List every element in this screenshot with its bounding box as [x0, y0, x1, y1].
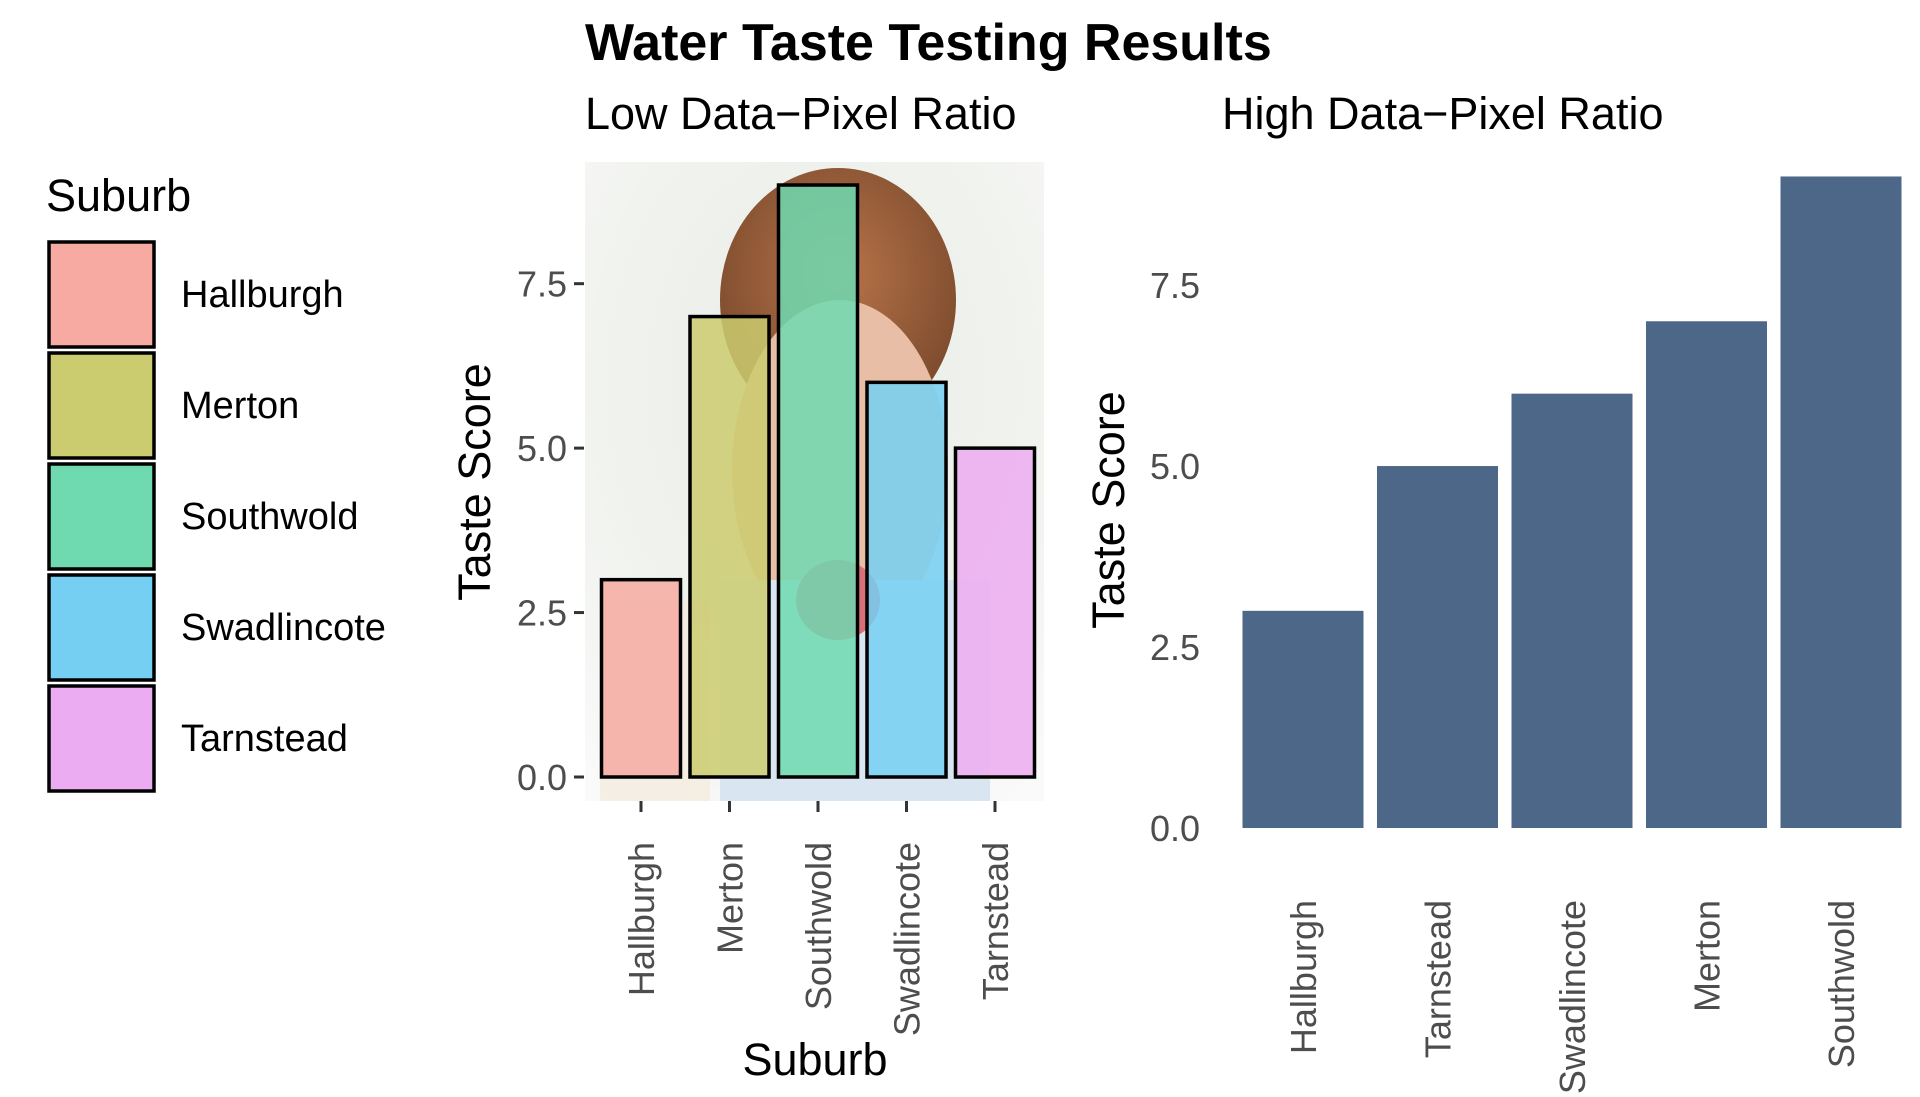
x-tick-label-tarnstead: Tarnstead — [1418, 900, 1459, 1058]
bar-swadlincote — [865, 380, 948, 779]
low-ratio-panel: Low Data−Pixel Ratio 0.0 2.5 5.0 7.5 Hallbu… — [449, 88, 1044, 1085]
low-ratio-y-axis-title: Taste Score — [449, 363, 500, 601]
bar-merton — [688, 314, 771, 779]
high-ratio-subtitle: High Data−Pixel Ratio — [1222, 88, 1663, 139]
legend-label-southwold: Southwold — [181, 496, 358, 538]
legend-swatch-tarnstead — [47, 684, 156, 793]
bar-tarnstead — [1377, 466, 1498, 828]
legend-swatch-hallburgh — [47, 240, 156, 349]
bar-southwold — [776, 183, 860, 779]
legend-label-merton: Merton — [181, 385, 299, 427]
high-ratio-y-axis: 0.0 2.5 5.0 7.5 — [1150, 265, 1200, 849]
bar-merton — [1646, 321, 1767, 828]
y-tick-label: 5.0 — [517, 428, 567, 469]
x-tick-label-swadlincote: Swadlincote — [1552, 900, 1593, 1094]
x-tick-label-hallburgh: Hallburgh — [1283, 900, 1324, 1054]
bar-swadlincote — [1511, 393, 1633, 828]
legend-label-hallburgh: Hallburgh — [181, 274, 344, 316]
high-ratio-panel: High Data−Pixel Ratio 0.0 2.5 5.0 7.5 Hallb… — [1083, 88, 1902, 1094]
legend-title: Suburb — [46, 170, 191, 221]
x-tick-label-swadlincote: Swadlincote — [887, 842, 928, 1036]
y-tick-label: 7.5 — [1150, 265, 1200, 306]
low-ratio-y-axis: 0.0 2.5 5.0 7.5 — [517, 264, 584, 798]
y-tick-label: 0.0 — [1150, 808, 1200, 849]
chart-title: Water Taste Testing Results — [585, 14, 1272, 72]
low-ratio-x-axis: Hallburgh Merton Southwold Swadlincote Tarns… — [621, 801, 1016, 1036]
legend: Suburb Hallburgh Merton Southwold Swadlinco… — [46, 170, 386, 793]
legend-swatch-southwold — [47, 462, 156, 571]
x-tick-label-hallburgh: Hallburgh — [621, 842, 662, 996]
low-ratio-subtitle: Low Data−Pixel Ratio — [585, 88, 1016, 139]
x-tick-label-tarnstead: Tarnstead — [975, 842, 1016, 1000]
y-tick-label: 7.5 — [517, 264, 567, 305]
y-tick-label: 0.0 — [517, 757, 567, 798]
high-ratio-x-axis: Hallburgh Tarnstead Swadlincote Merton South… — [1283, 900, 1862, 1094]
x-tick-label-merton: Merton — [1687, 900, 1728, 1012]
legend-label-tarnstead: Tarnstead — [181, 718, 348, 760]
legend-label-swadlincote: Swadlincote — [181, 607, 386, 649]
bar-tarnstead — [953, 446, 1037, 779]
y-tick-label: 2.5 — [517, 593, 567, 634]
x-tick-label-southwold: Southwold — [798, 842, 839, 1010]
legend-swatch-swadlincote — [47, 573, 156, 682]
high-ratio-y-axis-title: Taste Score — [1083, 391, 1134, 629]
bar-southwold — [1780, 176, 1902, 828]
legend-swatch-merton — [47, 351, 156, 460]
low-ratio-x-axis-title: Suburb — [742, 1034, 887, 1085]
y-tick-label: 5.0 — [1150, 446, 1200, 487]
y-tick-label: 2.5 — [1150, 627, 1200, 668]
x-tick-label-merton: Merton — [710, 842, 751, 954]
bar-hallburgh — [599, 577, 683, 779]
x-tick-label-southwold: Southwold — [1821, 900, 1862, 1068]
bar-hallburgh — [1242, 610, 1364, 828]
